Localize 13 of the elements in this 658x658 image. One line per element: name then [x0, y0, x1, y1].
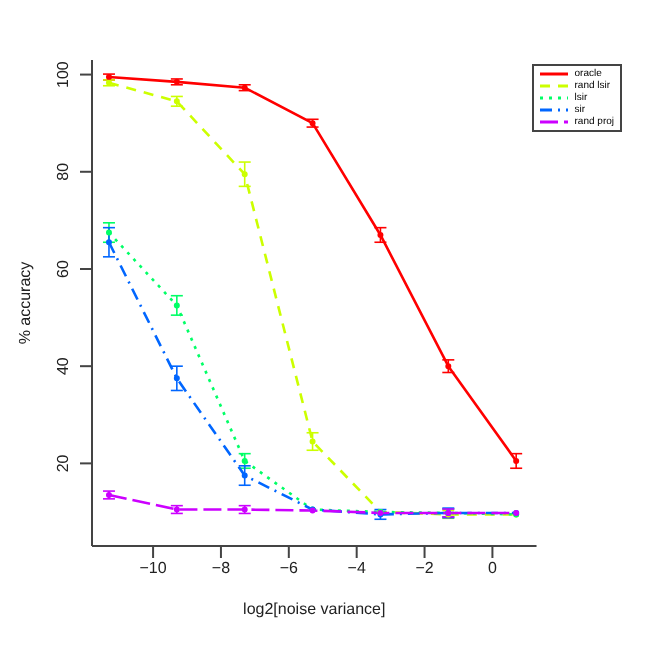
- y-tick-label: 40: [54, 356, 72, 376]
- x-tick-label: −6: [279, 559, 300, 578]
- y-tick-label: 80: [54, 161, 72, 181]
- x-tick-label: −8: [211, 559, 232, 578]
- x-axis-title: log2[noise variance]: [243, 600, 386, 618]
- y-tick-label: 60: [54, 258, 72, 278]
- x-tick-label: 0: [487, 559, 498, 578]
- x-tick-label: −4: [347, 559, 367, 578]
- y-tick-label: 100: [54, 60, 72, 88]
- x-tick-label: −10: [139, 559, 168, 578]
- x-tick-label: −2: [415, 559, 435, 578]
- y-tick-label: 20: [54, 453, 72, 473]
- y-axis-title: % accuracy: [15, 261, 34, 345]
